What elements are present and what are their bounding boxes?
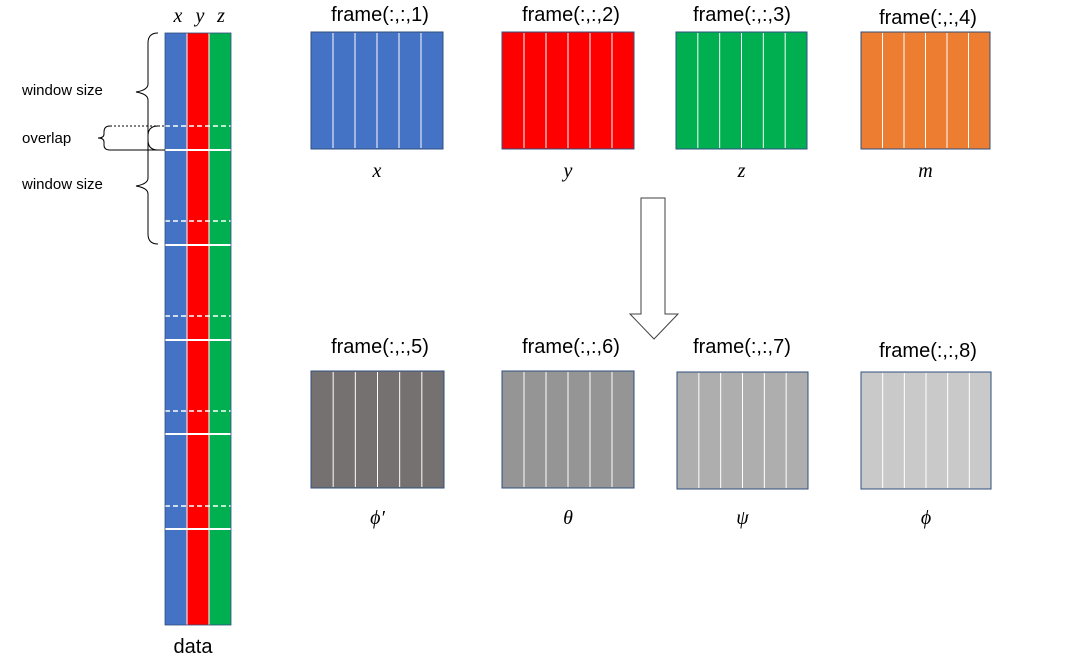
frame-8-symbol: ϕ	[921, 507, 931, 529]
frame-3-title: frame(:,:,3)	[693, 4, 791, 26]
window-size-label-2: window size	[21, 176, 103, 193]
frame-8: frame(:,:,8) ϕ	[860, 340, 992, 529]
frame-2-title: frame(:,:,2)	[522, 4, 620, 26]
data-column-border	[164, 32, 232, 626]
header-label-x: x	[173, 5, 183, 27]
frame-5-title: frame(:,:,5)	[331, 336, 429, 358]
overlap-brace	[97, 125, 111, 151]
frame-3: frame(:,:,3) z	[675, 4, 808, 182]
window-size-brace-1	[135, 32, 159, 151]
frame-6: frame(:,:,6) θ	[501, 336, 635, 529]
frame-7-symbol: ψ	[736, 507, 749, 529]
data-column-x	[165, 33, 187, 625]
frame-7-title: frame(:,:,7)	[693, 336, 791, 358]
frame-1-symbol: x	[372, 160, 382, 182]
frame-7: frame(:,:,7) ψ	[676, 336, 809, 529]
frame-8-title: frame(:,:,8)	[879, 340, 977, 362]
overlap-label: overlap	[22, 130, 71, 147]
header-label-z: z	[216, 5, 225, 27]
frame-5-symbol: ϕ′	[370, 507, 385, 529]
data-column	[164, 32, 232, 626]
data-caption: data	[174, 636, 214, 658]
frame-4-symbol: m	[918, 160, 932, 182]
window-boundaries	[165, 125, 231, 530]
frame-4-title: frame(:,:,4)	[879, 7, 977, 29]
frame-1-title: frame(:,:,1)	[331, 4, 429, 26]
down-arrow	[628, 197, 680, 340]
frames: frame(:,:,1)xframe(:,:,2)yframe(:,:,3)zf…	[310, 4, 992, 529]
frame-6-symbol: θ	[563, 507, 573, 529]
window-size-label-1: window size	[21, 82, 103, 99]
window-size-brace-2	[135, 125, 159, 245]
frame-5: frame(:,:,5) ϕ′	[310, 336, 445, 529]
data-column-y	[187, 33, 209, 625]
frame-2: frame(:,:,2) y	[501, 4, 635, 182]
data-column-z	[209, 33, 231, 625]
frame-3-symbol: z	[737, 160, 746, 182]
frame-1: frame(:,:,1) x	[310, 4, 444, 182]
header-label-y: y	[194, 5, 205, 27]
frame-2-symbol: y	[562, 160, 573, 182]
frame-6-title: frame(:,:,6)	[522, 336, 620, 358]
frame-4: frame(:,:,4) m	[860, 7, 991, 182]
